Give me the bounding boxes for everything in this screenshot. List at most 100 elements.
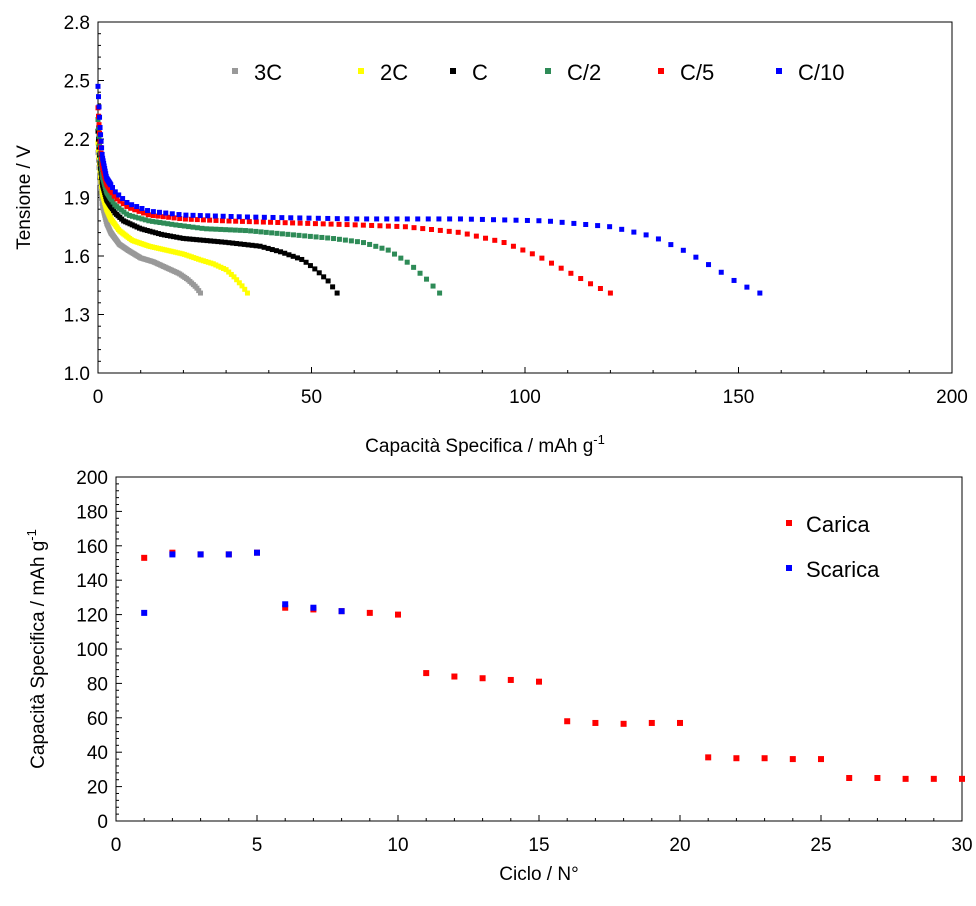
legend-label: C/5 xyxy=(680,60,714,85)
data-point xyxy=(97,114,103,120)
series-Carica xyxy=(141,549,965,782)
data-point xyxy=(744,284,750,290)
data-point xyxy=(129,202,135,208)
data-point xyxy=(524,217,530,223)
data-point xyxy=(420,226,426,232)
data-point xyxy=(415,216,421,222)
data-point xyxy=(588,281,594,287)
data-point xyxy=(99,151,105,157)
data-point xyxy=(155,213,161,219)
data-point xyxy=(150,212,156,218)
data-point xyxy=(147,228,153,234)
data-point xyxy=(190,224,196,230)
legend-entry-C: C xyxy=(450,60,488,85)
legend-marker xyxy=(545,68,551,74)
data-point xyxy=(215,263,221,269)
data-point xyxy=(536,218,542,224)
data-point xyxy=(242,286,248,292)
y-tick-label: 120 xyxy=(76,606,108,627)
legend-marker xyxy=(786,565,792,571)
data-point xyxy=(344,222,350,228)
data-point xyxy=(236,280,242,286)
x-tick-label: 0 xyxy=(111,835,122,856)
data-point xyxy=(510,243,516,249)
data-point xyxy=(95,83,101,89)
y-tick-label: 40 xyxy=(87,743,108,764)
data-point xyxy=(241,241,247,247)
data-point xyxy=(155,231,161,237)
data-point xyxy=(211,238,217,244)
data-point xyxy=(228,271,234,277)
y-tick-label: 1.6 xyxy=(64,247,90,268)
data-point xyxy=(902,775,909,782)
legend-marker xyxy=(450,68,456,74)
legend-entry-Scarica: Scarica xyxy=(786,557,880,582)
data-point xyxy=(693,254,699,260)
data-point xyxy=(150,209,156,215)
data-point xyxy=(680,247,686,253)
data-point xyxy=(631,229,637,235)
data-point xyxy=(269,247,275,253)
data-point xyxy=(181,223,187,229)
data-point xyxy=(352,222,358,228)
data-point xyxy=(164,233,170,239)
data-point xyxy=(102,168,108,174)
data-point xyxy=(479,675,486,682)
data-point xyxy=(360,240,366,246)
data-point xyxy=(310,604,317,611)
data-point xyxy=(142,227,148,233)
legend-label: Carica xyxy=(806,512,870,537)
data-point xyxy=(294,255,300,261)
data-point xyxy=(169,551,176,558)
data-point xyxy=(529,251,535,257)
data-point xyxy=(110,185,116,191)
legend-entry-C/10: C/10 xyxy=(776,60,844,85)
data-point xyxy=(139,205,145,211)
data-point xyxy=(491,217,497,223)
data-point xyxy=(176,212,182,218)
data-point xyxy=(144,228,150,234)
data-point xyxy=(102,166,108,172)
data-point xyxy=(218,226,224,232)
data-point xyxy=(226,240,232,246)
data-point xyxy=(520,247,526,253)
data-point xyxy=(245,242,251,248)
data-point xyxy=(208,238,214,244)
data-point xyxy=(344,216,350,222)
data-point xyxy=(328,221,334,227)
data-point xyxy=(177,235,183,241)
data-point xyxy=(205,213,211,219)
data-point xyxy=(232,227,238,233)
data-point xyxy=(279,231,285,237)
data-point xyxy=(305,220,311,226)
data-point xyxy=(385,247,391,253)
data-point xyxy=(559,219,565,225)
data-point xyxy=(253,214,259,220)
data-point xyxy=(226,218,232,224)
data-point xyxy=(97,142,103,148)
data-point xyxy=(237,241,243,247)
data-point xyxy=(423,670,430,677)
y-tick-label: 180 xyxy=(76,502,108,523)
cycle-chart: 0 5 10 15 20 25 30 0 20 40 60 80 100 120 140 160 180 200 C… xyxy=(24,468,973,885)
data-point xyxy=(757,290,763,296)
data-point xyxy=(222,239,228,245)
data-point xyxy=(157,220,163,226)
data-point xyxy=(194,225,200,231)
data-point xyxy=(334,290,340,296)
data-point xyxy=(141,210,147,216)
x-tick-label: 10 xyxy=(387,835,408,856)
data-point xyxy=(428,226,434,232)
data-point xyxy=(139,216,145,222)
data-point xyxy=(145,208,151,214)
data-point xyxy=(547,218,553,224)
data-point xyxy=(479,216,485,222)
data-point xyxy=(392,251,398,257)
data-point xyxy=(269,230,275,236)
data-point xyxy=(319,234,325,240)
data-point xyxy=(124,199,130,205)
data-point xyxy=(129,213,135,219)
data-point xyxy=(436,216,442,222)
data-point xyxy=(120,201,126,207)
data-point xyxy=(404,216,410,222)
